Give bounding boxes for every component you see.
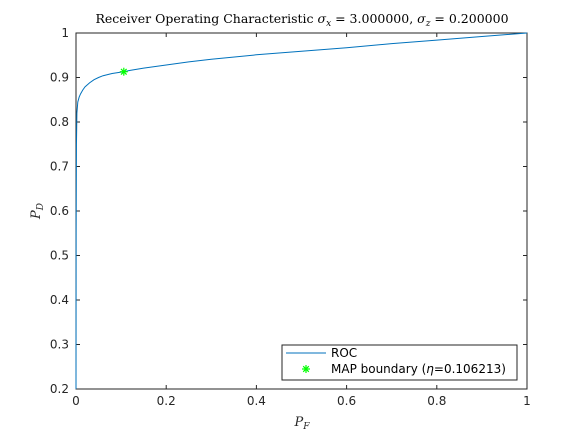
y-tick-label: 1 (61, 26, 69, 40)
y-axis-label-sub: D (36, 203, 46, 211)
y-tick-label: 0.9 (50, 71, 69, 85)
roc-series-line (75, 32, 528, 390)
x-tick-label: 0.8 (427, 394, 446, 408)
title-sigma-z-value: = 0.200000 (430, 11, 508, 26)
y-tick-label: 0.3 (50, 338, 69, 352)
legend-roc-label: ROC (331, 346, 357, 360)
y-tick-label: 0.8 (50, 115, 69, 129)
title-sigma-x-value: = 3.000000, (331, 11, 417, 26)
legend-map-prefix: MAP boundary ( (331, 362, 426, 376)
plot-area (75, 32, 528, 390)
x-axis-label-main: P (294, 415, 304, 430)
legend-map-suffix: =0.106213) (434, 362, 506, 376)
x-tick-label: 0.2 (157, 394, 176, 408)
y-axis-label-main: P (29, 210, 44, 220)
legend-map-swatch (302, 365, 310, 373)
axis-ticks (75, 32, 528, 390)
title-sigma-z: σ (417, 11, 426, 26)
legend-map-label: MAP boundary (η=0.106213) (331, 362, 506, 376)
y-tick-label: 0.7 (50, 160, 69, 174)
x-tick-label: 0 (72, 394, 80, 408)
asterisk-stroke (302, 365, 310, 373)
y-tick-label: 0.6 (50, 204, 69, 218)
y-tick-label: 0.5 (50, 249, 69, 263)
x-tick-label: 1 (523, 394, 531, 408)
legend: ROC MAP boundary (η=0.106213) (281, 344, 518, 381)
x-axis-label: PF (294, 415, 311, 432)
legend-map-eta: η (426, 362, 434, 376)
y-tick-label: 0.4 (50, 293, 69, 307)
x-tick-label: 0.6 (337, 394, 356, 408)
legend-box (281, 344, 518, 381)
x-tick-labels: 0 0.2 0.4 0.6 0.8 1 (72, 394, 531, 408)
asterisk-stroke (120, 68, 128, 75)
title-sigma-x-sub: x (326, 19, 331, 29)
y-axis-label: PD (29, 203, 46, 220)
title-sigma-x: σ (318, 11, 327, 26)
title-sigma-z-sub: z (425, 19, 431, 29)
x-tick-label: 0.4 (247, 394, 266, 408)
x-axis-label-sub: F (302, 422, 310, 432)
title-prefix: Receiver Operating Characteristic (95, 11, 317, 26)
y-tick-label: 0.2 (50, 382, 69, 396)
chart-title: Receiver Operating Characteristic σx = 3… (95, 11, 508, 29)
map-boundary-marker (119, 67, 128, 76)
y-tick-labels: 0.2 0.3 0.4 0.5 0.6 0.7 0.8 0.9 1 (50, 26, 69, 396)
